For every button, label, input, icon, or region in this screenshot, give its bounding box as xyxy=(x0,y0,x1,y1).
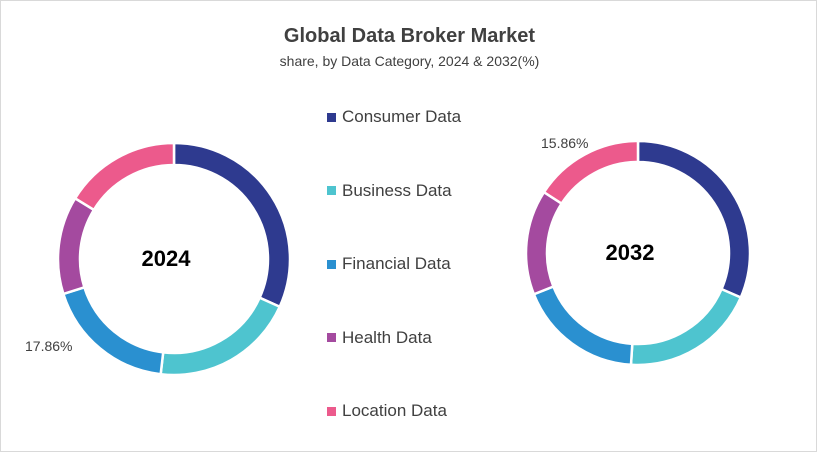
legend-swatch xyxy=(327,333,336,342)
slice-2032-business-data xyxy=(629,287,743,367)
legend-swatch xyxy=(327,112,336,122)
donut-center-label: 2024 xyxy=(142,246,192,271)
slice-2032-consumer-data xyxy=(636,139,752,300)
slice-2024-business-data xyxy=(159,296,282,377)
slice-2024-financial-data xyxy=(61,285,165,376)
slice-2024-health-data xyxy=(56,196,96,296)
legend-item-business-data: Business Data xyxy=(327,179,452,203)
chart-title: Global Data Broker Market xyxy=(283,25,536,47)
slice-2024-consumer-data xyxy=(172,141,292,309)
slice-2032-location-data xyxy=(542,139,640,206)
data-label-2024: 17.86% xyxy=(25,338,72,354)
legend-label: Health Data xyxy=(342,327,432,347)
legend-swatch xyxy=(327,186,336,195)
legend-label: Consumer Data xyxy=(342,107,462,126)
donut-center-label: 2032 xyxy=(606,240,655,265)
slice-2032-health-data xyxy=(524,190,564,296)
data-label-2032: 15.86% xyxy=(541,135,588,151)
legend-item-health-data: Health Data xyxy=(327,326,432,350)
legend-item-consumer-data: Consumer Data xyxy=(327,105,461,129)
legend-swatch xyxy=(327,406,336,416)
legend-label: Financial Data xyxy=(342,254,451,273)
legend-label: Location Data xyxy=(342,401,447,420)
donut-2024: 2024 17.86% xyxy=(25,141,292,377)
legend-item-financial-data: Financial Data xyxy=(327,252,451,276)
chart-subtitle: share, by Data Category, 2024 & 2032(%) xyxy=(279,53,540,69)
slice-2024-location-data xyxy=(73,141,176,212)
donut-2032: 2032 15.86% xyxy=(524,135,752,367)
legend-label: Business Data xyxy=(342,180,452,200)
legend-swatch xyxy=(327,259,336,269)
legend-item-location-data: Location Data xyxy=(327,399,447,423)
slice-2032-financial-data xyxy=(532,284,634,367)
